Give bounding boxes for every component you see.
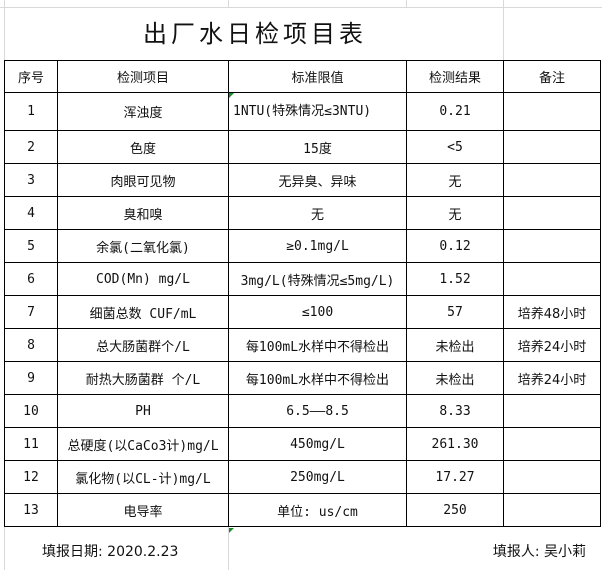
cell-index[interactable]: 13 bbox=[4, 493, 58, 527]
gridline bbox=[406, 0, 407, 8]
cell-item[interactable]: 肉眼可见物 bbox=[57, 163, 229, 197]
cell-item[interactable]: 氯化物(以CL-计)mg/L bbox=[57, 460, 229, 494]
cell-item[interactable]: 浑浊度 bbox=[57, 92, 229, 131]
table-row: 10 PH 6.5——8.5 8.33 bbox=[4, 394, 601, 428]
cell-remark[interactable]: 培养48小时 bbox=[503, 295, 601, 329]
cell-standard-limit[interactable]: 每100mL水样中不得检出 bbox=[228, 328, 407, 362]
cell-index[interactable]: 7 bbox=[4, 295, 58, 329]
cell-result[interactable]: 57 bbox=[406, 295, 504, 329]
cell-item[interactable]: 细菌总数 CUF/mL bbox=[57, 295, 229, 329]
cell-index[interactable]: 5 bbox=[4, 229, 58, 263]
cell-remark[interactable] bbox=[503, 130, 601, 164]
table-row: 11 总硬度(以CaCo3计)mg/L 450mg/L 261.30 bbox=[4, 427, 601, 461]
page-title: 出厂水日检项目表 bbox=[143, 20, 367, 48]
gridline bbox=[228, 0, 229, 8]
cell-item[interactable]: 电导率 bbox=[57, 493, 229, 527]
header-index[interactable]: 序号 bbox=[4, 60, 58, 93]
cell-remark[interactable] bbox=[503, 196, 601, 230]
cell-remark[interactable] bbox=[503, 92, 601, 131]
cell-item[interactable]: 总大肠菌群个/L bbox=[57, 328, 229, 362]
cell-standard-limit[interactable]: 1NTU(特殊情况≤3NTU) bbox=[228, 92, 407, 131]
cell-result[interactable]: 0.12 bbox=[406, 229, 504, 263]
cell-index[interactable]: 6 bbox=[4, 262, 58, 296]
table-row: 5 余氯(二氧化氯) ≥0.1mg/L 0.12 bbox=[4, 229, 601, 263]
cell-index[interactable]: 1 bbox=[4, 92, 58, 131]
cell-index[interactable]: 9 bbox=[4, 361, 58, 395]
cell-standard-limit[interactable]: 250mg/L bbox=[228, 460, 407, 494]
cell-index[interactable]: 12 bbox=[4, 460, 58, 494]
cell-remark[interactable] bbox=[503, 229, 601, 263]
header-standard-limit[interactable]: 标准限值 bbox=[228, 60, 407, 93]
cell-result[interactable]: 1.52 bbox=[406, 262, 504, 296]
cell-remark[interactable]: 培养24小时 bbox=[503, 361, 601, 395]
cell-index[interactable]: 11 bbox=[4, 427, 58, 461]
gridline bbox=[0, 7, 602, 8]
cell-item[interactable]: 色度 bbox=[57, 130, 229, 164]
table-row: 13 电导率 单位: us/cm 250 bbox=[4, 493, 601, 527]
header-row: 序号 检测项目 标准限值 检测结果 备注 bbox=[4, 60, 601, 93]
table-row: 7 细菌总数 CUF/mL ≤100 57 培养48小时 bbox=[4, 295, 601, 329]
cell-result[interactable]: 261.30 bbox=[406, 427, 504, 461]
cell-result[interactable]: 8.33 bbox=[406, 394, 504, 428]
fill-date: 填报日期: 2020.2.23 bbox=[42, 544, 179, 560]
cell-result[interactable]: 无 bbox=[406, 196, 504, 230]
table-row: 12 氯化物(以CL-计)mg/L 250mg/L 17.27 bbox=[4, 460, 601, 494]
table-row: 2 色度 15度 <5 bbox=[4, 130, 601, 164]
cell-remark[interactable] bbox=[503, 262, 601, 296]
inspection-table: 序号 检测项目 标准限值 检测结果 备注 1 浑浊度 1NTU(特殊情况≤3NTU) 0.21 2… bbox=[4, 60, 601, 527]
cell-index[interactable]: 2 bbox=[4, 130, 58, 164]
cell-result[interactable]: 17.27 bbox=[406, 460, 504, 494]
reporter: 填报人: 吴小莉 bbox=[492, 544, 586, 560]
table-row: 8 总大肠菌群个/L 每100mL水样中不得检出 未检出 培养24小时 bbox=[4, 328, 601, 362]
table-row: 1 浑浊度 1NTU(特殊情况≤3NTU) 0.21 bbox=[4, 92, 601, 131]
cell-item[interactable]: 臭和嗅 bbox=[57, 196, 229, 230]
cell-remark[interactable]: 培养24小时 bbox=[503, 328, 601, 362]
cell-item[interactable]: 耐热大肠菌群 个/L bbox=[57, 361, 229, 395]
cell-standard-limit[interactable]: 6.5——8.5 bbox=[228, 394, 407, 428]
header-remark[interactable]: 备注 bbox=[503, 60, 601, 93]
cell-standard-limit[interactable]: 3mg/L(特殊情况≤5mg/L) bbox=[228, 262, 407, 296]
cell-index[interactable]: 4 bbox=[4, 196, 58, 230]
cell-result[interactable]: 无 bbox=[406, 163, 504, 197]
cell-index[interactable]: 8 bbox=[4, 328, 58, 362]
cell-result[interactable]: 250 bbox=[406, 493, 504, 527]
cell-standard-limit[interactable]: 每100mL水样中不得检出 bbox=[228, 361, 407, 395]
cell-remark[interactable] bbox=[503, 460, 601, 494]
cell-standard-limit[interactable]: 单位: us/cm bbox=[228, 493, 407, 527]
cell-standard-limit[interactable]: 无异臭、异味 bbox=[228, 163, 407, 197]
cell-index[interactable]: 10 bbox=[4, 394, 58, 428]
cell-remark[interactable] bbox=[503, 163, 601, 197]
table-row: 3 肉眼可见物 无异臭、异味无 bbox=[4, 163, 601, 197]
cell-standard-limit[interactable]: 无 bbox=[228, 196, 407, 230]
cell-comment-marker bbox=[229, 93, 234, 98]
header-item[interactable]: 检测项目 bbox=[57, 60, 229, 93]
cell-index[interactable]: 3 bbox=[4, 163, 58, 197]
cell-standard-limit[interactable]: 15度 bbox=[228, 130, 407, 164]
cell-item[interactable]: 余氯(二氧化氯) bbox=[57, 229, 229, 263]
cell-item[interactable]: 总硬度(以CaCo3计)mg/L bbox=[57, 427, 229, 461]
cell-standard-limit[interactable]: ≤100 bbox=[228, 295, 407, 329]
gridline bbox=[228, 527, 229, 570]
table-row: 6 COD(Mn) mg/L 3mg/L(特殊情况≤5mg/L) 1.52 bbox=[4, 262, 601, 296]
table-row: 9 耐热大肠菌群 个/L 每100mL水样中不得检出 未检出 培养24小时 bbox=[4, 361, 601, 395]
cell-result[interactable]: 0.21 bbox=[406, 92, 504, 131]
gridline bbox=[503, 0, 504, 60]
cell-standard-limit[interactable]: 450mg/L bbox=[228, 427, 407, 461]
header-result[interactable]: 检测结果 bbox=[406, 60, 504, 93]
table-row: 4 臭和嗅无无 bbox=[4, 196, 601, 230]
cell-standard-limit[interactable]: ≥0.1mg/L bbox=[228, 229, 407, 263]
cell-result[interactable]: 未检出 bbox=[406, 361, 504, 395]
cell-remark[interactable] bbox=[503, 394, 601, 428]
cell-comment-marker bbox=[229, 528, 234, 533]
cell-result[interactable]: <5 bbox=[406, 130, 504, 164]
cell-item[interactable]: COD(Mn) mg/L bbox=[57, 262, 229, 296]
cell-result[interactable]: 未检出 bbox=[406, 328, 504, 362]
cell-remark[interactable] bbox=[503, 427, 601, 461]
cell-item[interactable]: PH bbox=[57, 394, 229, 428]
cell-remark[interactable] bbox=[503, 493, 601, 527]
